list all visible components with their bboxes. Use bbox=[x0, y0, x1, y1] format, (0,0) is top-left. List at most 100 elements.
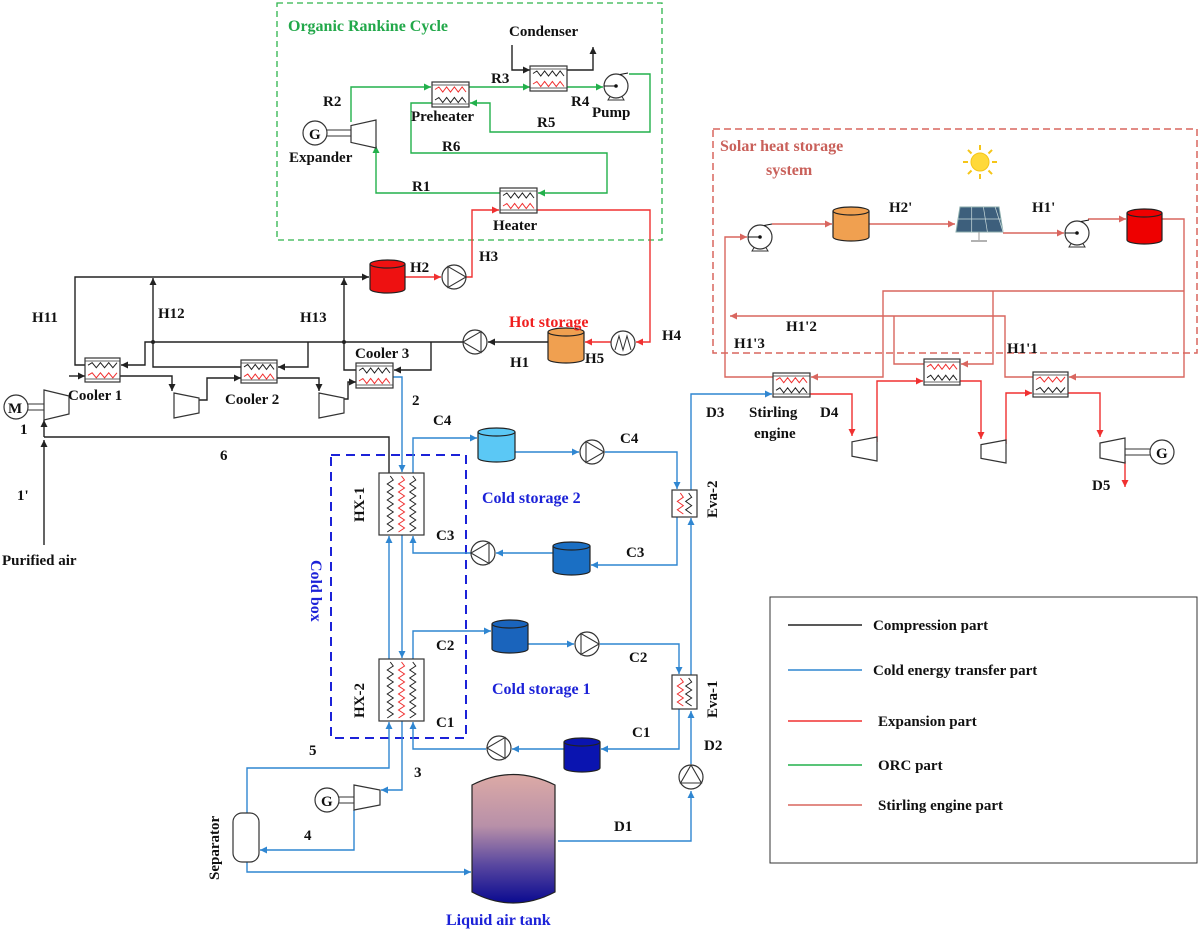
flow-arrow bbox=[636, 338, 643, 346]
stream-label: 3 bbox=[414, 765, 422, 781]
flow-arrow bbox=[484, 627, 491, 635]
cooler-3-label: Cooler 3 bbox=[355, 346, 409, 362]
pipe bbox=[277, 377, 320, 391]
zigzag-coil bbox=[386, 661, 395, 719]
pump-triangle bbox=[679, 763, 703, 784]
pipe bbox=[876, 380, 923, 442]
zigzag-coil bbox=[243, 363, 275, 371]
cold-storage-c2-tank bbox=[491, 624, 529, 654]
flow-arrow bbox=[278, 363, 285, 371]
flow-arrow bbox=[40, 420, 48, 427]
cooler-2-label: Cooler 2 bbox=[225, 392, 279, 408]
stirling-label-line1: Stirling bbox=[749, 405, 798, 421]
pipe bbox=[1068, 392, 1101, 437]
separator bbox=[232, 812, 260, 863]
flow-arrow bbox=[916, 377, 923, 385]
zigzag-coil bbox=[502, 202, 535, 210]
stream-label: C1 bbox=[632, 725, 650, 741]
liquid-air-tank-label: Liquid air tank bbox=[446, 912, 551, 929]
flow-arrow bbox=[496, 549, 503, 557]
zigzag-coil bbox=[358, 367, 391, 374]
pipe bbox=[730, 315, 1033, 378]
solar-title-line1: Solar heat storage bbox=[720, 138, 843, 155]
stream-label: C1 bbox=[436, 715, 454, 731]
pipe bbox=[601, 709, 680, 750]
solar-boundary bbox=[712, 128, 1198, 354]
tank-top bbox=[832, 206, 870, 216]
stream-label: H2 bbox=[410, 260, 429, 276]
flow-arrow bbox=[1025, 389, 1032, 397]
zigzag-coil bbox=[926, 363, 958, 371]
cold-box-label: Cold box bbox=[307, 560, 324, 622]
stream-label: H1' bbox=[1032, 200, 1055, 216]
flow-arrow bbox=[340, 278, 348, 285]
zigzag-coil bbox=[926, 374, 958, 382]
cold-storage-c4-tank bbox=[477, 432, 516, 463]
d2-pump-icon bbox=[678, 764, 704, 790]
purified-air-label: Purified air bbox=[2, 553, 77, 569]
flow-arrow bbox=[409, 536, 417, 543]
zigzag-coil bbox=[532, 70, 565, 77]
stream-label: H1'2 bbox=[786, 319, 817, 335]
c1-pump-icon bbox=[486, 735, 512, 761]
pipe bbox=[600, 643, 680, 674]
flow-arrow bbox=[168, 384, 176, 391]
separator-label: Separator bbox=[207, 816, 223, 880]
zigzag-coil bbox=[386, 475, 395, 533]
flow-arrow bbox=[675, 667, 683, 674]
stream-label: D1 bbox=[614, 819, 632, 835]
pump-outlet bbox=[763, 223, 773, 226]
pipe bbox=[120, 375, 173, 391]
zigzag-coil bbox=[87, 361, 118, 369]
motor-icon bbox=[3, 394, 29, 420]
flow-arrow bbox=[948, 220, 955, 228]
flow-arrow bbox=[961, 360, 968, 368]
flow-arrow bbox=[589, 47, 597, 54]
pipe bbox=[567, 47, 594, 71]
stream-label: 1 bbox=[20, 422, 28, 438]
stream-label: D2 bbox=[704, 738, 722, 754]
stream-label: R3 bbox=[491, 71, 509, 87]
eva-1-label: Eva-1 bbox=[705, 681, 721, 719]
cooler-1 bbox=[84, 357, 121, 383]
stream-label: R6 bbox=[442, 139, 461, 155]
orc-title: Organic Rankine Cycle bbox=[288, 18, 448, 35]
pipe bbox=[343, 278, 356, 371]
tank-top bbox=[547, 327, 585, 337]
preheater bbox=[431, 81, 470, 108]
stream-label: 4 bbox=[304, 828, 312, 844]
tank-top bbox=[563, 737, 601, 747]
flow-arrow bbox=[40, 440, 48, 447]
compressor-3 bbox=[318, 392, 345, 419]
stream-label: R4 bbox=[571, 94, 590, 110]
zigzag-coil bbox=[434, 86, 467, 93]
flow-arrow bbox=[349, 378, 356, 386]
stream-label: D3 bbox=[706, 405, 724, 421]
sun-disc bbox=[970, 152, 990, 172]
compressor-1 bbox=[43, 389, 70, 421]
stream-label: C3 bbox=[626, 545, 644, 561]
junction-dot bbox=[151, 340, 155, 344]
flow-arrow bbox=[234, 374, 241, 382]
solar-panel-icon bbox=[955, 206, 1004, 242]
zigzag-coil bbox=[408, 475, 417, 533]
hot-storage-label: Hot storage bbox=[509, 314, 589, 331]
eva-2 bbox=[671, 489, 698, 518]
sun-ray bbox=[967, 169, 973, 175]
stream-label: R1 bbox=[412, 179, 430, 195]
sun-ray bbox=[987, 149, 993, 155]
cold-storage-1-label: Cold storage 1 bbox=[492, 681, 591, 698]
pipe bbox=[511, 45, 530, 71]
pipe bbox=[74, 276, 369, 366]
pipe bbox=[375, 146, 500, 194]
flow-arrow bbox=[1096, 430, 1104, 437]
legend bbox=[788, 624, 862, 806]
flow-arrow bbox=[398, 651, 406, 658]
flow-arrow bbox=[730, 312, 737, 320]
flow-arrow bbox=[811, 373, 818, 381]
air-turbine-2 bbox=[980, 439, 1007, 464]
zigzag-coil bbox=[676, 677, 685, 707]
generator-letter: G bbox=[321, 794, 333, 810]
flow-arrow bbox=[567, 640, 574, 648]
